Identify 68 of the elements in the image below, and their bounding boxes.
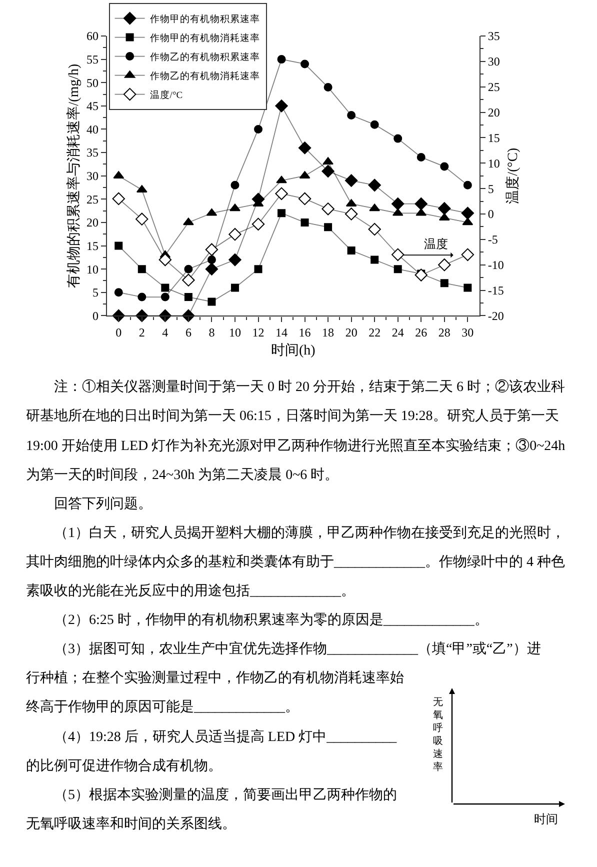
text: （4）19:28 后，研究人员适当提高 LED 灯中__________ — [54, 729, 398, 745]
x-tick-label: 4 — [162, 325, 168, 340]
x-tick-label: 0 — [116, 325, 122, 340]
y-tick-label: 55 — [86, 52, 98, 67]
y2-axis-title: 温度/(°C) — [505, 147, 522, 204]
text: 回答下列问题。 — [54, 496, 152, 512]
x-tick-label: 10 — [228, 325, 241, 340]
x-tick-label: 20 — [345, 325, 358, 340]
y2-tick-label: 20 — [488, 105, 500, 120]
y2-tick-label: 25 — [488, 80, 500, 94]
text: 终高于作物甲的原因可能是_____________。 — [26, 699, 299, 715]
y-tick-label: 40 — [86, 122, 98, 136]
y-axis-title: 有机物的积累速率与消耗速率/(mg/h) — [66, 64, 82, 288]
annotation: 温度 — [424, 237, 448, 251]
y2-tick-label: 30 — [488, 54, 500, 69]
text: 为第一天的时间段，24~30h 为第二天凌晨 0~6 时。 — [26, 467, 339, 483]
y-tick-label: 15 — [86, 238, 98, 253]
y-tick-label: 50 — [86, 76, 98, 90]
text: 注：①相关仪器测量时间于第一天 0 时 20 分开始，结束于第二天 6 时；②该农业科 — [54, 379, 565, 395]
y2-tick-label: 5 — [488, 182, 494, 196]
y2-tick-label: 10 — [488, 156, 500, 170]
x-tick-label: 6 — [185, 325, 192, 340]
y2-tick-label: -15 — [488, 283, 504, 298]
x-tick-label: 30 — [462, 325, 474, 340]
text: 行种植；在整个实验测量过程中，作物乙的有机物消耗速率始 — [26, 670, 404, 686]
text: 无氧呼吸速率和时间的关系图线。 — [26, 816, 236, 832]
y-tick-label: 10 — [86, 262, 98, 276]
x-tick-label: 28 — [438, 325, 450, 340]
y2-tick-label: -5 — [488, 232, 498, 247]
x-tick-label: 8 — [208, 325, 215, 340]
y-tick-label: 30 — [86, 169, 98, 184]
x-tick-label: 2 — [138, 325, 145, 340]
y2-tick-label: 15 — [488, 130, 500, 145]
legend-label: 作物乙的有机物消耗速率 — [148, 70, 260, 82]
text: （2）6:25 时，作物甲的有机物积累速率为零的原因是_____________。 — [54, 612, 488, 628]
x-tick-label: 22 — [368, 325, 381, 340]
y-tick-label: 45 — [86, 99, 98, 114]
text: 时间 — [534, 812, 558, 826]
text: （3）据图可知，农业生产中宜优先选择作物_____________（填“甲”或“乙”）进 — [54, 641, 541, 657]
text: 的比例可促进作物合成有机物。 — [26, 758, 222, 774]
y-tick-label: 20 — [86, 216, 98, 230]
y-tick-label: 0 — [92, 308, 98, 323]
y2-tick-label: -10 — [488, 258, 504, 272]
text: 19:00 开始使用 LED 灯作为补充光源对甲乙两种作物进行光照直至本实验结束；③0~24h — [26, 438, 566, 454]
x-tick-label: 18 — [322, 325, 334, 340]
y2-tick-label: 35 — [488, 29, 500, 44]
legend-label: 作物甲的有机物消耗速率 — [148, 32, 260, 44]
legend-label: 作物甲的有机物积累速率 — [148, 13, 260, 26]
y2-tick-label: 0 — [488, 207, 494, 222]
x-axis-title: 时间(h) — [270, 342, 316, 359]
y-tick-label: 5 — [92, 286, 98, 300]
x-tick-label: 16 — [298, 325, 311, 340]
text: （1）白天，研究人员揭开塑料大棚的薄膜，甲乙两种作物在接受到充足的光照时， — [54, 525, 565, 541]
text: 无氧呼吸速率 — [433, 697, 443, 773]
x-tick-label: 14 — [276, 325, 288, 340]
legend-label: 作物乙的有机物积累速率 — [148, 51, 260, 64]
y2-tick-label: -20 — [488, 308, 504, 323]
x-tick-label: 24 — [392, 325, 404, 340]
text: （5）根据本实验测量的温度，简要画出甲乙两种作物的 — [54, 787, 397, 803]
x-tick-label: 12 — [252, 325, 264, 340]
text: 研基地所在地的日出时间为第一天 06:15，日落时间为第一天 19:28。研究人员于第一天 — [26, 408, 559, 424]
y-tick-label: 60 — [86, 29, 98, 44]
legend-label: 温度/°C — [150, 89, 183, 102]
x-tick-label: 26 — [415, 325, 428, 340]
y-tick-label: 25 — [86, 192, 98, 206]
text: 素吸收的光能在光反应中的用途包括_____________。 — [26, 583, 355, 599]
y-tick-label: 35 — [86, 146, 98, 160]
text: 其叶肉细胞的叶绿体内众多的基粒和类囊体有助于_____________。作物绿叶中的 4 种色 — [26, 554, 565, 570]
